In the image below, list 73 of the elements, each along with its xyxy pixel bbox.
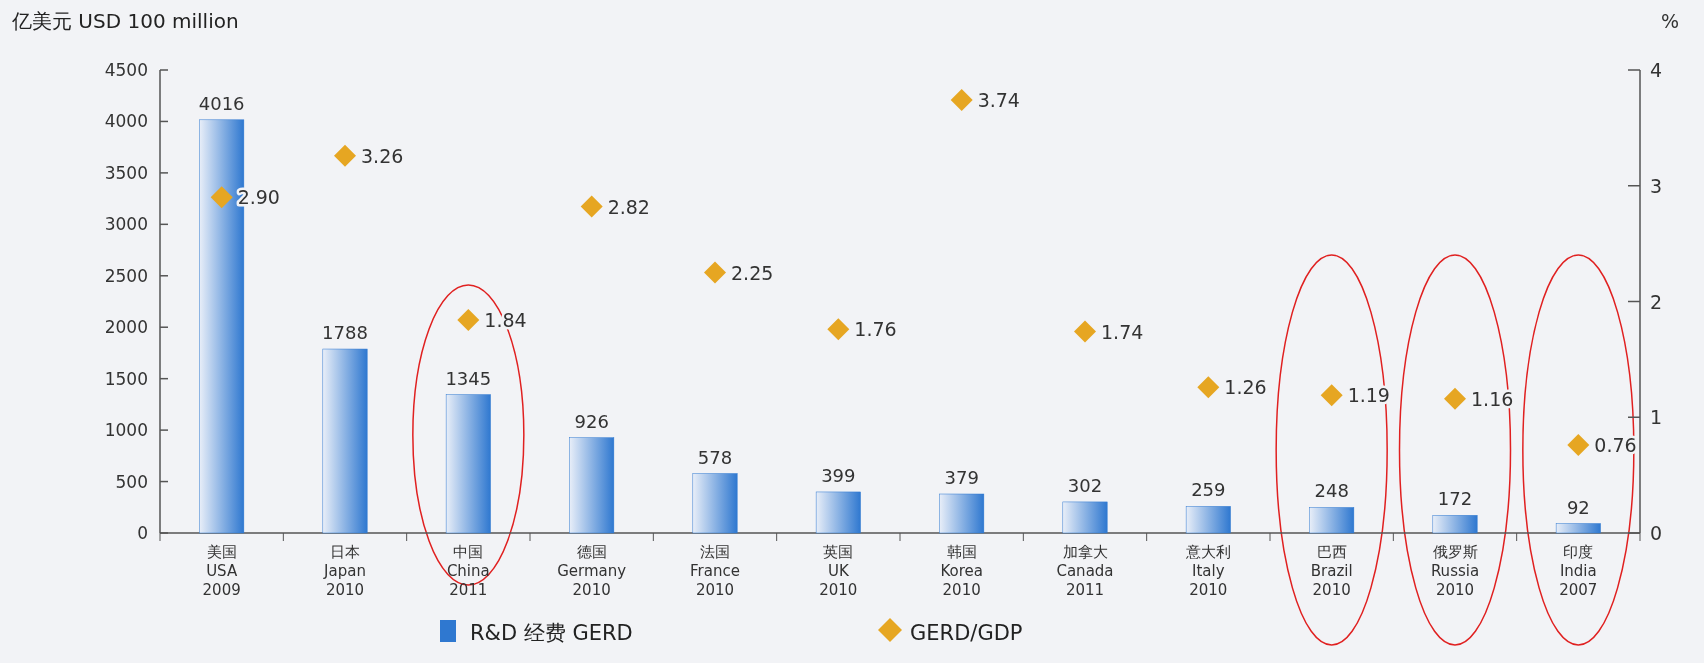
- data-label: 2.82: [607, 195, 650, 218]
- data-label: 92: [1566, 496, 1590, 518]
- data-label: 259: [1191, 479, 1226, 501]
- data-label: 379: [944, 467, 979, 489]
- data-label: 302: [1067, 474, 1103, 496]
- bar: [569, 437, 615, 534]
- data-label: 3.74: [977, 89, 1020, 112]
- x-tick-label: 日本 Japan 2010: [323, 543, 366, 599]
- point: [334, 144, 356, 167]
- y-tick-label: 2000: [104, 317, 148, 338]
- point: [1074, 320, 1096, 343]
- point: [1197, 376, 1220, 399]
- bar: [322, 348, 368, 534]
- point: [1567, 434, 1590, 457]
- data-label: 926: [574, 410, 609, 432]
- data-label: 172: [1437, 488, 1473, 510]
- point: [950, 89, 973, 112]
- bar: [1555, 523, 1601, 534]
- point: [704, 261, 726, 284]
- x-tick-label: 德国 Germany 2010: [557, 543, 627, 599]
- y-axis-title: 亿美元 USD 100 million: [11, 9, 239, 33]
- point: [1320, 384, 1343, 407]
- data-label: 1.76: [854, 318, 897, 341]
- point: [827, 318, 850, 341]
- y2-tick-label: 1: [1650, 406, 1663, 429]
- y-tick-label: 4000: [104, 111, 148, 132]
- data-label: 399: [821, 464, 856, 486]
- x-tick-label: 韩国 Korea 2010: [940, 543, 983, 599]
- data-label: 4016: [198, 92, 245, 114]
- x-tick-label: 俄罗斯 Russia 2010: [1430, 543, 1480, 599]
- y-tick-label: 4500: [104, 60, 148, 80]
- x-tick-label: 意大利 Italy 2010: [1184, 543, 1231, 599]
- y-tick-label: 1000: [104, 420, 148, 441]
- y-tick-label: 500: [115, 471, 148, 492]
- bar: [1309, 507, 1355, 534]
- bar: [1432, 515, 1478, 534]
- y2-tick-label: 3: [1650, 174, 1663, 197]
- x-tick-label: 美国 USA 2009: [202, 543, 241, 599]
- x-tick-label: 加拿大 Canada 2011: [1056, 543, 1114, 599]
- bar: [939, 493, 985, 534]
- bar: [692, 473, 738, 534]
- y2-axis-title: %: [1660, 10, 1680, 32]
- point: [210, 186, 233, 209]
- legend-label: GERD/GDP: [910, 621, 1023, 645]
- data-label: 1.26: [1224, 376, 1267, 399]
- point: [457, 309, 480, 332]
- y2-tick-label: 2: [1650, 290, 1663, 313]
- data-label: 1788: [322, 322, 368, 344]
- bar: [1185, 506, 1231, 534]
- data-label: 2.25: [731, 261, 774, 284]
- bar: [815, 491, 861, 534]
- data-label: 1345: [445, 367, 492, 389]
- x-tick-label: 印度 India 2007: [1559, 543, 1598, 599]
- y-tick-label: 1500: [104, 368, 148, 389]
- bar: [1062, 501, 1108, 534]
- y-tick-label: 3500: [104, 162, 148, 183]
- y-tick-label: 3000: [104, 214, 148, 235]
- y-tick-label: 0: [137, 523, 148, 543]
- x-tick-label: 英国 UK 2010: [819, 543, 858, 599]
- data-label: 1.74: [1101, 320, 1144, 343]
- x-tick-label: 法国 France 2010: [690, 543, 740, 599]
- x-tick-label: 巴西 Brazil 2010: [1310, 543, 1353, 599]
- y2-tick-label: 0: [1650, 522, 1663, 544]
- point: [1444, 387, 1466, 410]
- bar: [445, 394, 491, 534]
- y-tick-label: 2500: [104, 265, 148, 286]
- x-tick-label: 中国 China 2011: [446, 543, 490, 599]
- data-label: 578: [697, 446, 733, 468]
- data-label: 248: [1314, 480, 1349, 502]
- legend-label: R&D 经费 GERD: [470, 621, 633, 645]
- data-label: 3.26: [361, 144, 404, 167]
- point: [580, 195, 603, 218]
- y2-tick-label: 4: [1650, 59, 1663, 81]
